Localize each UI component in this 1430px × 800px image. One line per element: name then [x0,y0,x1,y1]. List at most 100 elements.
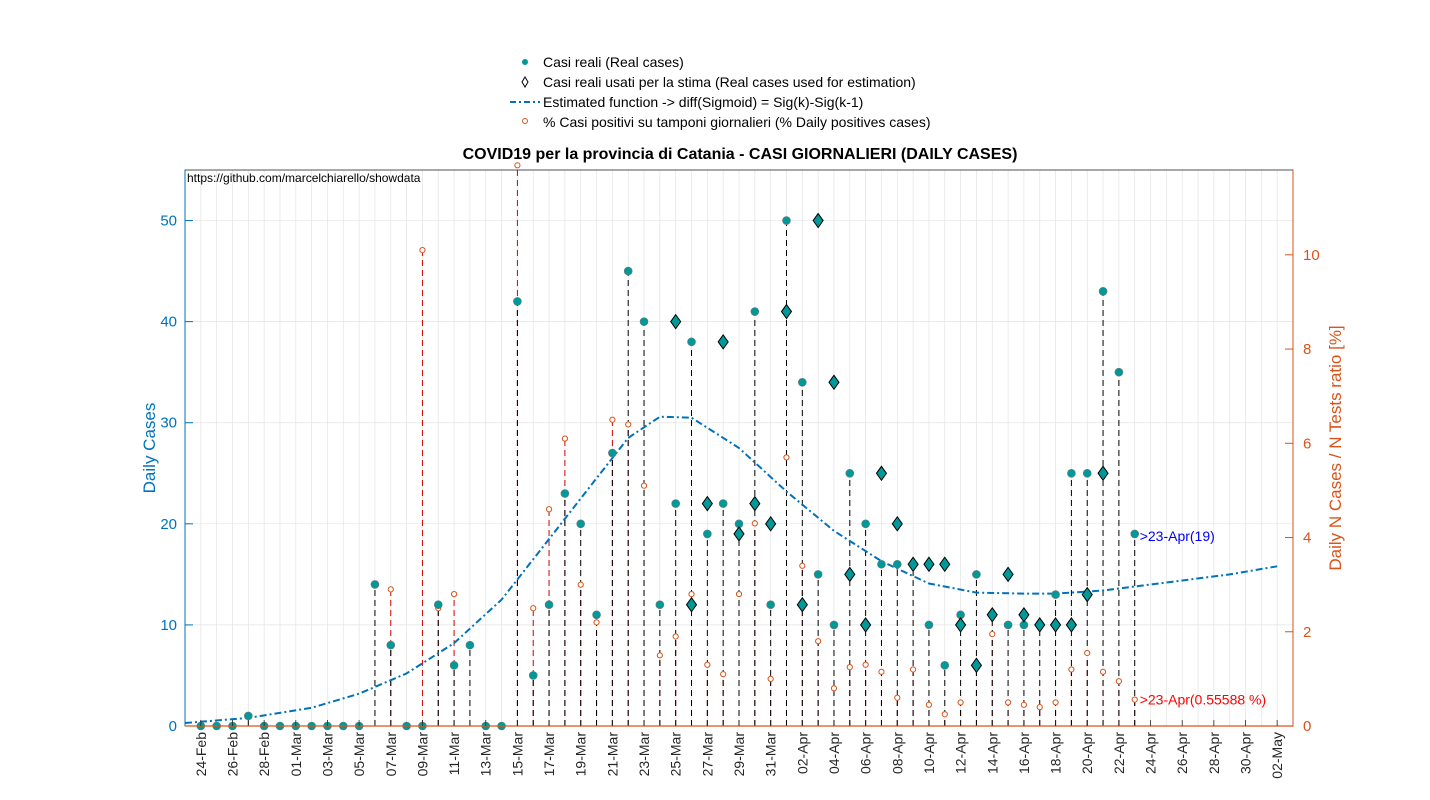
left-tick-label: 30 [160,415,177,432]
left-tick-label: 20 [160,516,177,533]
ratio-point [1004,699,1012,706]
right-tick-label: 6 [1303,435,1311,452]
legend-label-used-cases: Casi reali usati per la stima (Real case… [543,74,916,90]
y-axis-label-left: Daily Cases [140,403,159,494]
legend-label-real-cases: Casi reali (Real cases) [543,54,684,70]
x-tick-label: 01-Mar [288,732,304,777]
left-tick-label: 10 [160,617,177,634]
x-tick-label: 06-Apr [858,732,874,774]
annotation-last-cases: >23-Apr(19) [1140,528,1215,544]
ratio-point [799,562,806,569]
ratio-point [1052,699,1059,706]
case-point [782,216,791,225]
case-point [813,570,823,579]
x-tick-label: 07-Mar [383,732,399,777]
x-tick-label: 24-Apr [1143,732,1159,774]
used-case-point [1018,606,1030,623]
ratio-point [625,421,632,428]
right-tick-label: 8 [1303,341,1311,358]
used-case-point [812,212,824,229]
case-point [544,600,554,609]
case-point [687,337,696,347]
used-case-point [891,515,903,532]
x-tick-label: 30-Apr [1238,732,1254,774]
case-point [386,640,396,650]
ratio-point [735,590,743,598]
case-point [829,620,839,630]
used-case-point [907,556,919,573]
case-point [750,307,760,316]
used-case-point [670,313,682,330]
ratio-point [830,685,838,692]
ratio-point [1099,668,1107,675]
ratio-point [783,454,790,461]
ratio-point [957,699,964,706]
legend: Casi reali (Real cases) Casi reali usati… [510,54,930,130]
legend-label-estimate: Estimated function -> diff(Sigmoid) = Si… [543,94,863,110]
used-case-point [844,566,856,583]
ratio-point [561,435,568,442]
used-case-point [733,526,745,542]
case-point [560,489,570,498]
left-axis: 0 10 20 30 40 50 [160,170,193,735]
ratio-point [387,586,394,593]
x-tick-label: 18-Apr [1048,732,1064,774]
used-case-point [828,374,840,391]
right-axis: 0 2 4 6 8 10 [1285,170,1320,735]
case-point [655,600,665,609]
used-case-point [1097,465,1109,482]
left-tick-label: 0 [169,718,177,735]
chart-title: COVID19 per la provincia di Catania - CA… [463,146,1018,163]
case-point [623,266,633,276]
ratio-point [704,661,711,668]
x-tick-label: 09-Mar [414,732,430,777]
ratio-point [577,581,584,588]
used-case-point [1065,617,1078,633]
x-tick-label: 11-Mar [446,732,462,776]
ratio-point [514,162,521,169]
case-point [1003,620,1013,630]
y-axis-label-right: Daily N Cases / N Tests ratio [%] [1326,325,1345,570]
right-tick-label: 0 [1303,718,1311,735]
ratio-point [862,661,869,668]
case-point [798,377,807,387]
x-tick-label: 19-Mar [573,732,589,777]
case-point [513,297,522,306]
used-case-point [749,495,761,512]
used-case-point [954,617,967,633]
case-point [370,580,380,589]
ratio-point [450,590,458,598]
x-tick-label: 02-Apr [794,732,810,774]
case-point [608,448,617,458]
x-tick-label: 29-Mar [731,732,747,777]
x-axis: 24-Feb 26-Feb 28-Feb 01-Mar 03-Mar 05-Mar 07-M… [185,720,1293,779]
used-case-point [1081,586,1093,603]
ratio-point [609,416,616,423]
left-tick-label: 40 [160,314,177,331]
used-case-point [860,617,872,633]
ratio-point [1068,666,1075,673]
used-case-point [701,495,713,512]
ratio-point [925,701,933,708]
ratio-point [815,638,822,645]
x-tick-label: 31-Mar [763,732,779,777]
case-point [972,570,981,579]
legend-marker-used-cases [521,76,529,88]
case-point [433,600,443,609]
ratio-point [593,619,600,626]
ratio-point [1020,701,1028,708]
ratio-point [688,590,695,598]
x-tick-label: 28-Apr [1206,732,1222,774]
case-point [1130,529,1140,539]
used-case-point [1049,617,1062,633]
annotation-last-ratio: >23-Apr(0.55588 %) [1140,692,1266,708]
used-case-point [796,596,808,613]
x-tick-label: 17-Mar [541,732,557,777]
estimate-curve-group [184,415,1278,724]
left-tick-label: 50 [160,213,177,230]
case-point [940,661,950,670]
x-tick-label: 02-May [1269,732,1285,779]
used-case-point [986,606,998,623]
used-case-point [685,596,698,613]
ratio-point [910,666,917,673]
